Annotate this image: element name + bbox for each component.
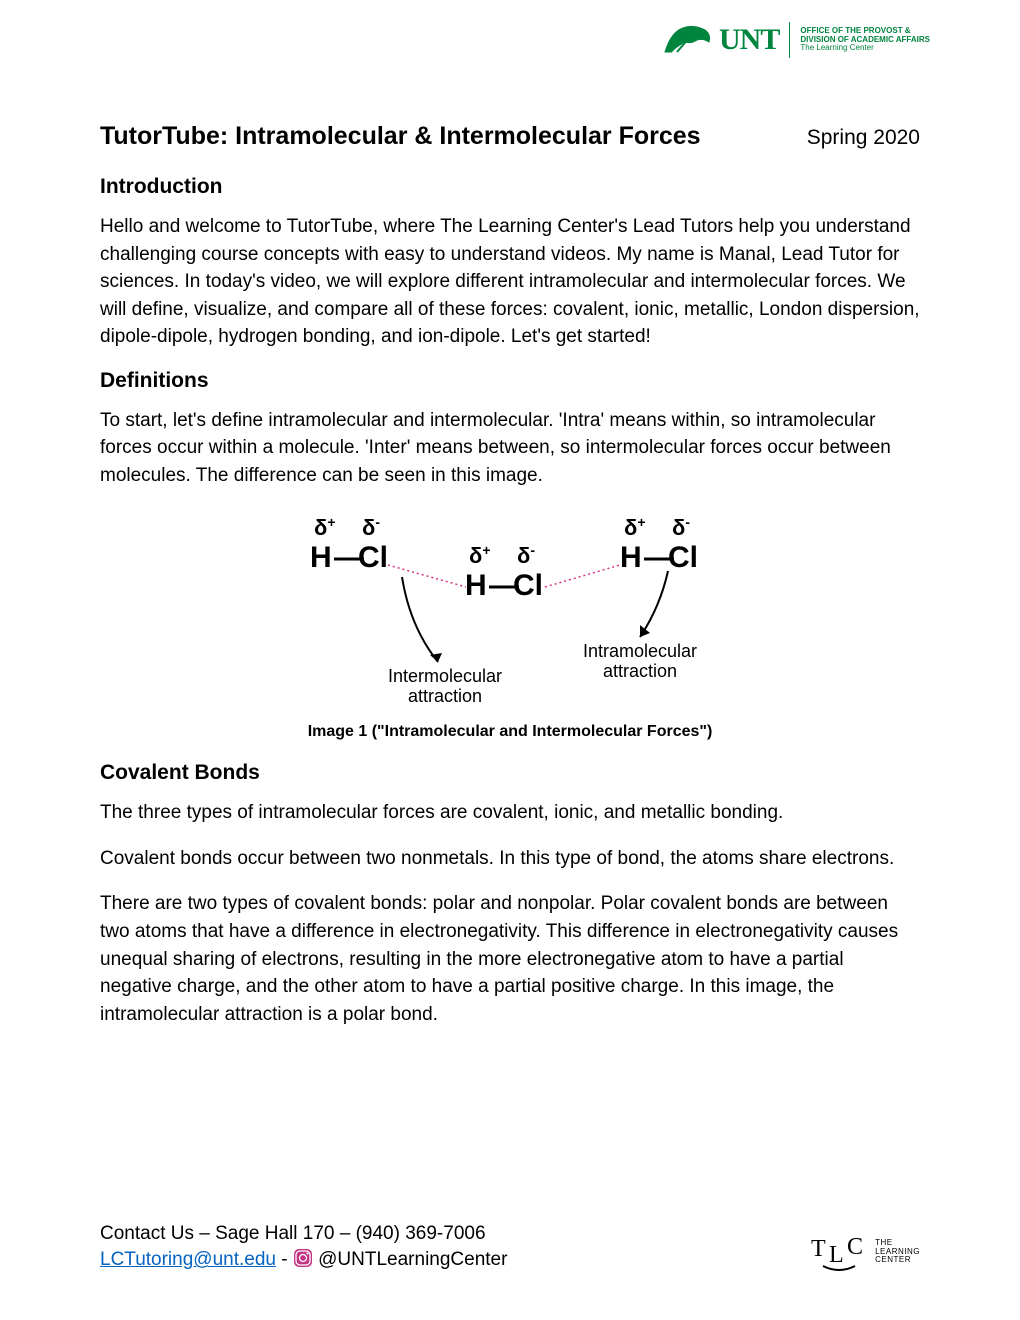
forces-diagram: δ+ δ- H — Cl δ+ δ- H — Cl δ+ δ- H — Cl bbox=[270, 507, 750, 717]
arrow-line bbox=[640, 571, 668, 637]
definitions-body: To start, let's define intramolecular an… bbox=[100, 407, 920, 490]
intramolecular-label: Intramolecular bbox=[583, 641, 697, 661]
footer-text: Contact Us – Sage Hall 170 – (940) 369-7… bbox=[100, 1221, 507, 1274]
tlc-mark-icon: T L C bbox=[809, 1230, 869, 1274]
image-caption: Image 1 ("Intramolecular and Intermolecu… bbox=[100, 723, 920, 741]
arrow-line bbox=[402, 577, 438, 662]
tlc-line3: CENTER bbox=[875, 1256, 920, 1265]
eagle-icon bbox=[663, 22, 713, 58]
svg-text:L: L bbox=[829, 1242, 844, 1268]
contact-line: Contact Us – Sage Hall 170 – (940) 369-7… bbox=[100, 1221, 507, 1248]
atom-h: H bbox=[620, 541, 642, 574]
email-link[interactable]: LCTutoring@unt.edu bbox=[100, 1249, 276, 1270]
unt-wordmark: UNT bbox=[719, 23, 779, 57]
logo-divider bbox=[789, 22, 790, 58]
covalent-heading: Covalent Bonds bbox=[100, 761, 920, 785]
definitions-heading: Definitions bbox=[100, 369, 920, 393]
covalent-p1: The three types of intramolecular forces… bbox=[100, 799, 920, 827]
office-line3: The Learning Center bbox=[800, 44, 930, 53]
intro-body: Hello and welcome to TutorTube, where Th… bbox=[100, 213, 920, 351]
atom-cl: Cl bbox=[358, 541, 388, 574]
intramolecular-label2: attraction bbox=[603, 661, 677, 681]
page-content: TutorTube: Intramolecular & Intermolecul… bbox=[100, 122, 920, 1028]
ig-handle: @UNTLearningCenter bbox=[318, 1249, 507, 1270]
tlc-text: THE LEARNING CENTER bbox=[875, 1239, 920, 1265]
charge-label: δ+ bbox=[624, 514, 646, 540]
title-row: TutorTube: Intramolecular & Intermolecul… bbox=[100, 122, 920, 151]
office-text: OFFICE OF THE PROVOST & DIVISION OF ACAD… bbox=[800, 27, 930, 53]
instagram-icon bbox=[293, 1248, 313, 1268]
charge-label: δ+ bbox=[314, 514, 336, 540]
svg-text:T: T bbox=[811, 1236, 826, 1262]
intermolecular-line bbox=[545, 565, 620, 587]
contact-line2: LCTutoring@unt.edu - @UNTLearningCenter bbox=[100, 1247, 507, 1274]
charge-label: δ- bbox=[517, 542, 535, 568]
atom-cl: Cl bbox=[668, 541, 698, 574]
page-title: TutorTube: Intramolecular & Intermolecul… bbox=[100, 122, 701, 151]
tlc-logo: T L C THE LEARNING CENTER bbox=[809, 1230, 920, 1274]
svg-text:C: C bbox=[847, 1234, 863, 1260]
term-label: Spring 2020 bbox=[807, 126, 920, 150]
page-footer: Contact Us – Sage Hall 170 – (940) 369-7… bbox=[100, 1221, 920, 1274]
charge-label: δ- bbox=[672, 514, 690, 540]
charge-label: δ- bbox=[362, 514, 380, 540]
covalent-p2: Covalent bonds occur between two nonmeta… bbox=[100, 845, 920, 873]
atom-cl: Cl bbox=[513, 569, 543, 602]
header-logo: UNT OFFICE OF THE PROVOST & DIVISION OF … bbox=[663, 22, 930, 58]
atom-h: H bbox=[465, 569, 487, 602]
intermolecular-line bbox=[388, 565, 466, 587]
intro-heading: Introduction bbox=[100, 175, 920, 199]
atom-h: H bbox=[310, 541, 332, 574]
dash: - bbox=[281, 1249, 293, 1270]
intermolecular-label: Intermolecular bbox=[388, 666, 502, 686]
charge-label: δ+ bbox=[469, 542, 491, 568]
intermolecular-label2: attraction bbox=[408, 686, 482, 706]
arrow-head bbox=[640, 625, 650, 637]
covalent-p3: There are two types of covalent bonds: p… bbox=[100, 890, 920, 1028]
